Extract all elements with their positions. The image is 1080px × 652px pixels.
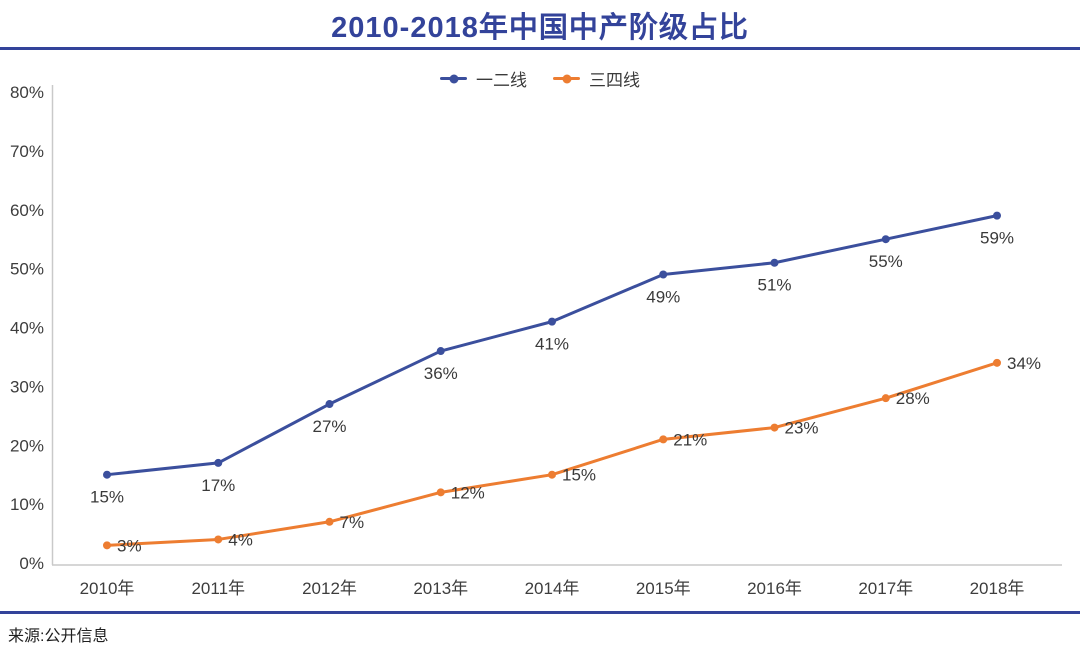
- data-point-label: 55%: [869, 252, 903, 271]
- data-point: [993, 358, 1001, 367]
- data-point: [436, 488, 445, 497]
- data-point-label: 12%: [451, 483, 485, 502]
- legend-item-tier12: 一二线: [440, 66, 527, 91]
- x-axis-tick-label: 2014年: [525, 579, 580, 598]
- data-point-label: 15%: [90, 488, 124, 507]
- tier34-line-marker-icon: [553, 77, 580, 80]
- legend-label-tier34: 三四线: [589, 71, 640, 90]
- data-point-label: 4%: [228, 530, 253, 549]
- data-point: [214, 458, 223, 467]
- data-point: [659, 435, 668, 444]
- data-point: [103, 470, 111, 479]
- data-point-label: 27%: [312, 417, 346, 436]
- data-point: [993, 211, 1001, 220]
- data-point: [325, 517, 334, 526]
- x-axis-tick-label: 2017年: [858, 579, 913, 598]
- data-point: [881, 235, 890, 244]
- data-point: [548, 470, 556, 479]
- data-point: [770, 258, 779, 267]
- legend-item-tier34: 三四线: [553, 66, 640, 91]
- data-point-label: 49%: [646, 288, 680, 307]
- tier12-line-marker-icon: [440, 77, 467, 80]
- x-axis-tick-label: 2013年: [413, 579, 468, 598]
- x-axis-tick-label: 2016年: [747, 579, 802, 598]
- x-axis-tick-label: 2010年: [80, 579, 135, 598]
- data-point-label: 17%: [201, 476, 235, 495]
- data-point-label: 28%: [896, 389, 930, 408]
- data-point-label: 36%: [424, 364, 458, 383]
- data-point: [325, 400, 334, 409]
- chart-legend: 一二线 三四线: [0, 66, 1080, 91]
- data-point-label: 23%: [785, 419, 819, 438]
- y-axis-tick-label: 20%: [10, 436, 44, 455]
- x-axis-tick-label: 2015年: [636, 579, 691, 598]
- data-point-label: 34%: [1007, 354, 1041, 373]
- data-point-label: 3%: [117, 536, 142, 555]
- data-point-label: 59%: [980, 229, 1014, 248]
- data-point-label: 21%: [673, 430, 707, 449]
- data-point-label: 51%: [757, 276, 791, 295]
- data-point: [103, 541, 111, 550]
- data-point-label: 41%: [535, 335, 569, 354]
- legend-label-tier12: 一二线: [476, 71, 527, 90]
- source-text: 来源:公开信息: [8, 628, 109, 645]
- y-axis-tick-label: 60%: [10, 201, 44, 220]
- x-axis-tick-label: 2011年: [191, 579, 245, 598]
- title-divider-rule: [0, 47, 1080, 50]
- data-point: [659, 270, 668, 279]
- data-point: [214, 535, 223, 544]
- y-axis-tick-label: 0%: [19, 554, 44, 573]
- data-point-label: 7%: [340, 513, 365, 532]
- chart-title: 2010-2018年中国中产阶级占比: [331, 12, 749, 44]
- data-point: [548, 317, 556, 326]
- y-axis-tick-label: 30%: [10, 377, 44, 396]
- x-axis-tick-label: 2018年: [970, 579, 1025, 598]
- data-point: [881, 394, 890, 403]
- series-line-三四线: [105, 361, 999, 547]
- x-axis-tick-label: 2012年: [302, 579, 357, 598]
- y-axis-tick-label: 80%: [10, 83, 44, 102]
- data-point: [770, 423, 779, 432]
- data-point: [436, 347, 445, 356]
- y-axis-tick-label: 70%: [10, 142, 44, 161]
- y-axis-tick-label: 50%: [10, 260, 44, 279]
- data-point-label: 15%: [562, 466, 596, 485]
- source-divider-rule: [0, 611, 1080, 614]
- y-axis-tick-label: 10%: [10, 495, 44, 514]
- y-axis-tick-label: 40%: [10, 319, 44, 338]
